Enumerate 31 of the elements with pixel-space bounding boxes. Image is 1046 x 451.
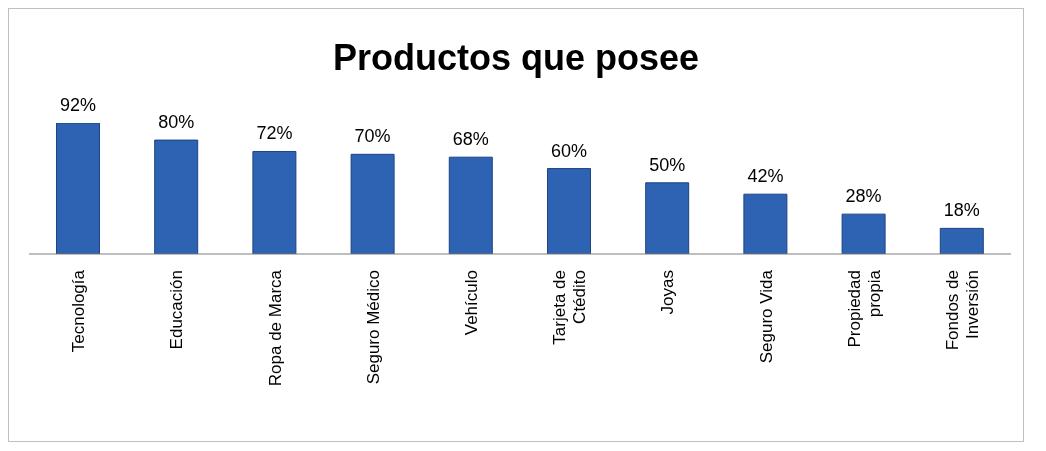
data-label: 92% [59,95,97,115]
x-tick-label: Fondos de Inversión [942,270,982,351]
data-label: 60% [550,140,588,161]
x-tick-label: Seguro Vida [756,269,776,364]
bar [939,227,984,254]
x-tick-label: Propiedad propia [844,269,884,348]
x-tick-label: Tecnología [69,269,89,353]
x-tick-label: Joyas [658,270,678,315]
x-tick-label: Seguro Médico [363,270,383,385]
bar [252,150,297,254]
chart-title: Productos que posee [331,37,701,79]
data-label: 42% [747,166,784,187]
bar [547,168,591,254]
data-label: 28% [845,186,882,207]
data-label: 68% [452,129,489,150]
bar [350,153,395,254]
x-tick-label: Tarjeta de Ctédito [550,270,590,345]
bar [448,156,493,254]
data-label: 18% [943,200,980,221]
bar [841,213,886,254]
bar [645,182,690,254]
x-tick-label: Ropa de Marca [265,269,285,387]
bar [154,139,199,254]
data-label: 80% [158,112,195,133]
data-label: 50% [649,154,686,175]
data-label: 72% [256,123,293,144]
x-tick-label: Vehículo [461,270,481,336]
bar [743,193,788,254]
x-tick-label: Educación [167,270,187,350]
data-label: 70% [354,126,391,147]
bar [56,123,100,254]
